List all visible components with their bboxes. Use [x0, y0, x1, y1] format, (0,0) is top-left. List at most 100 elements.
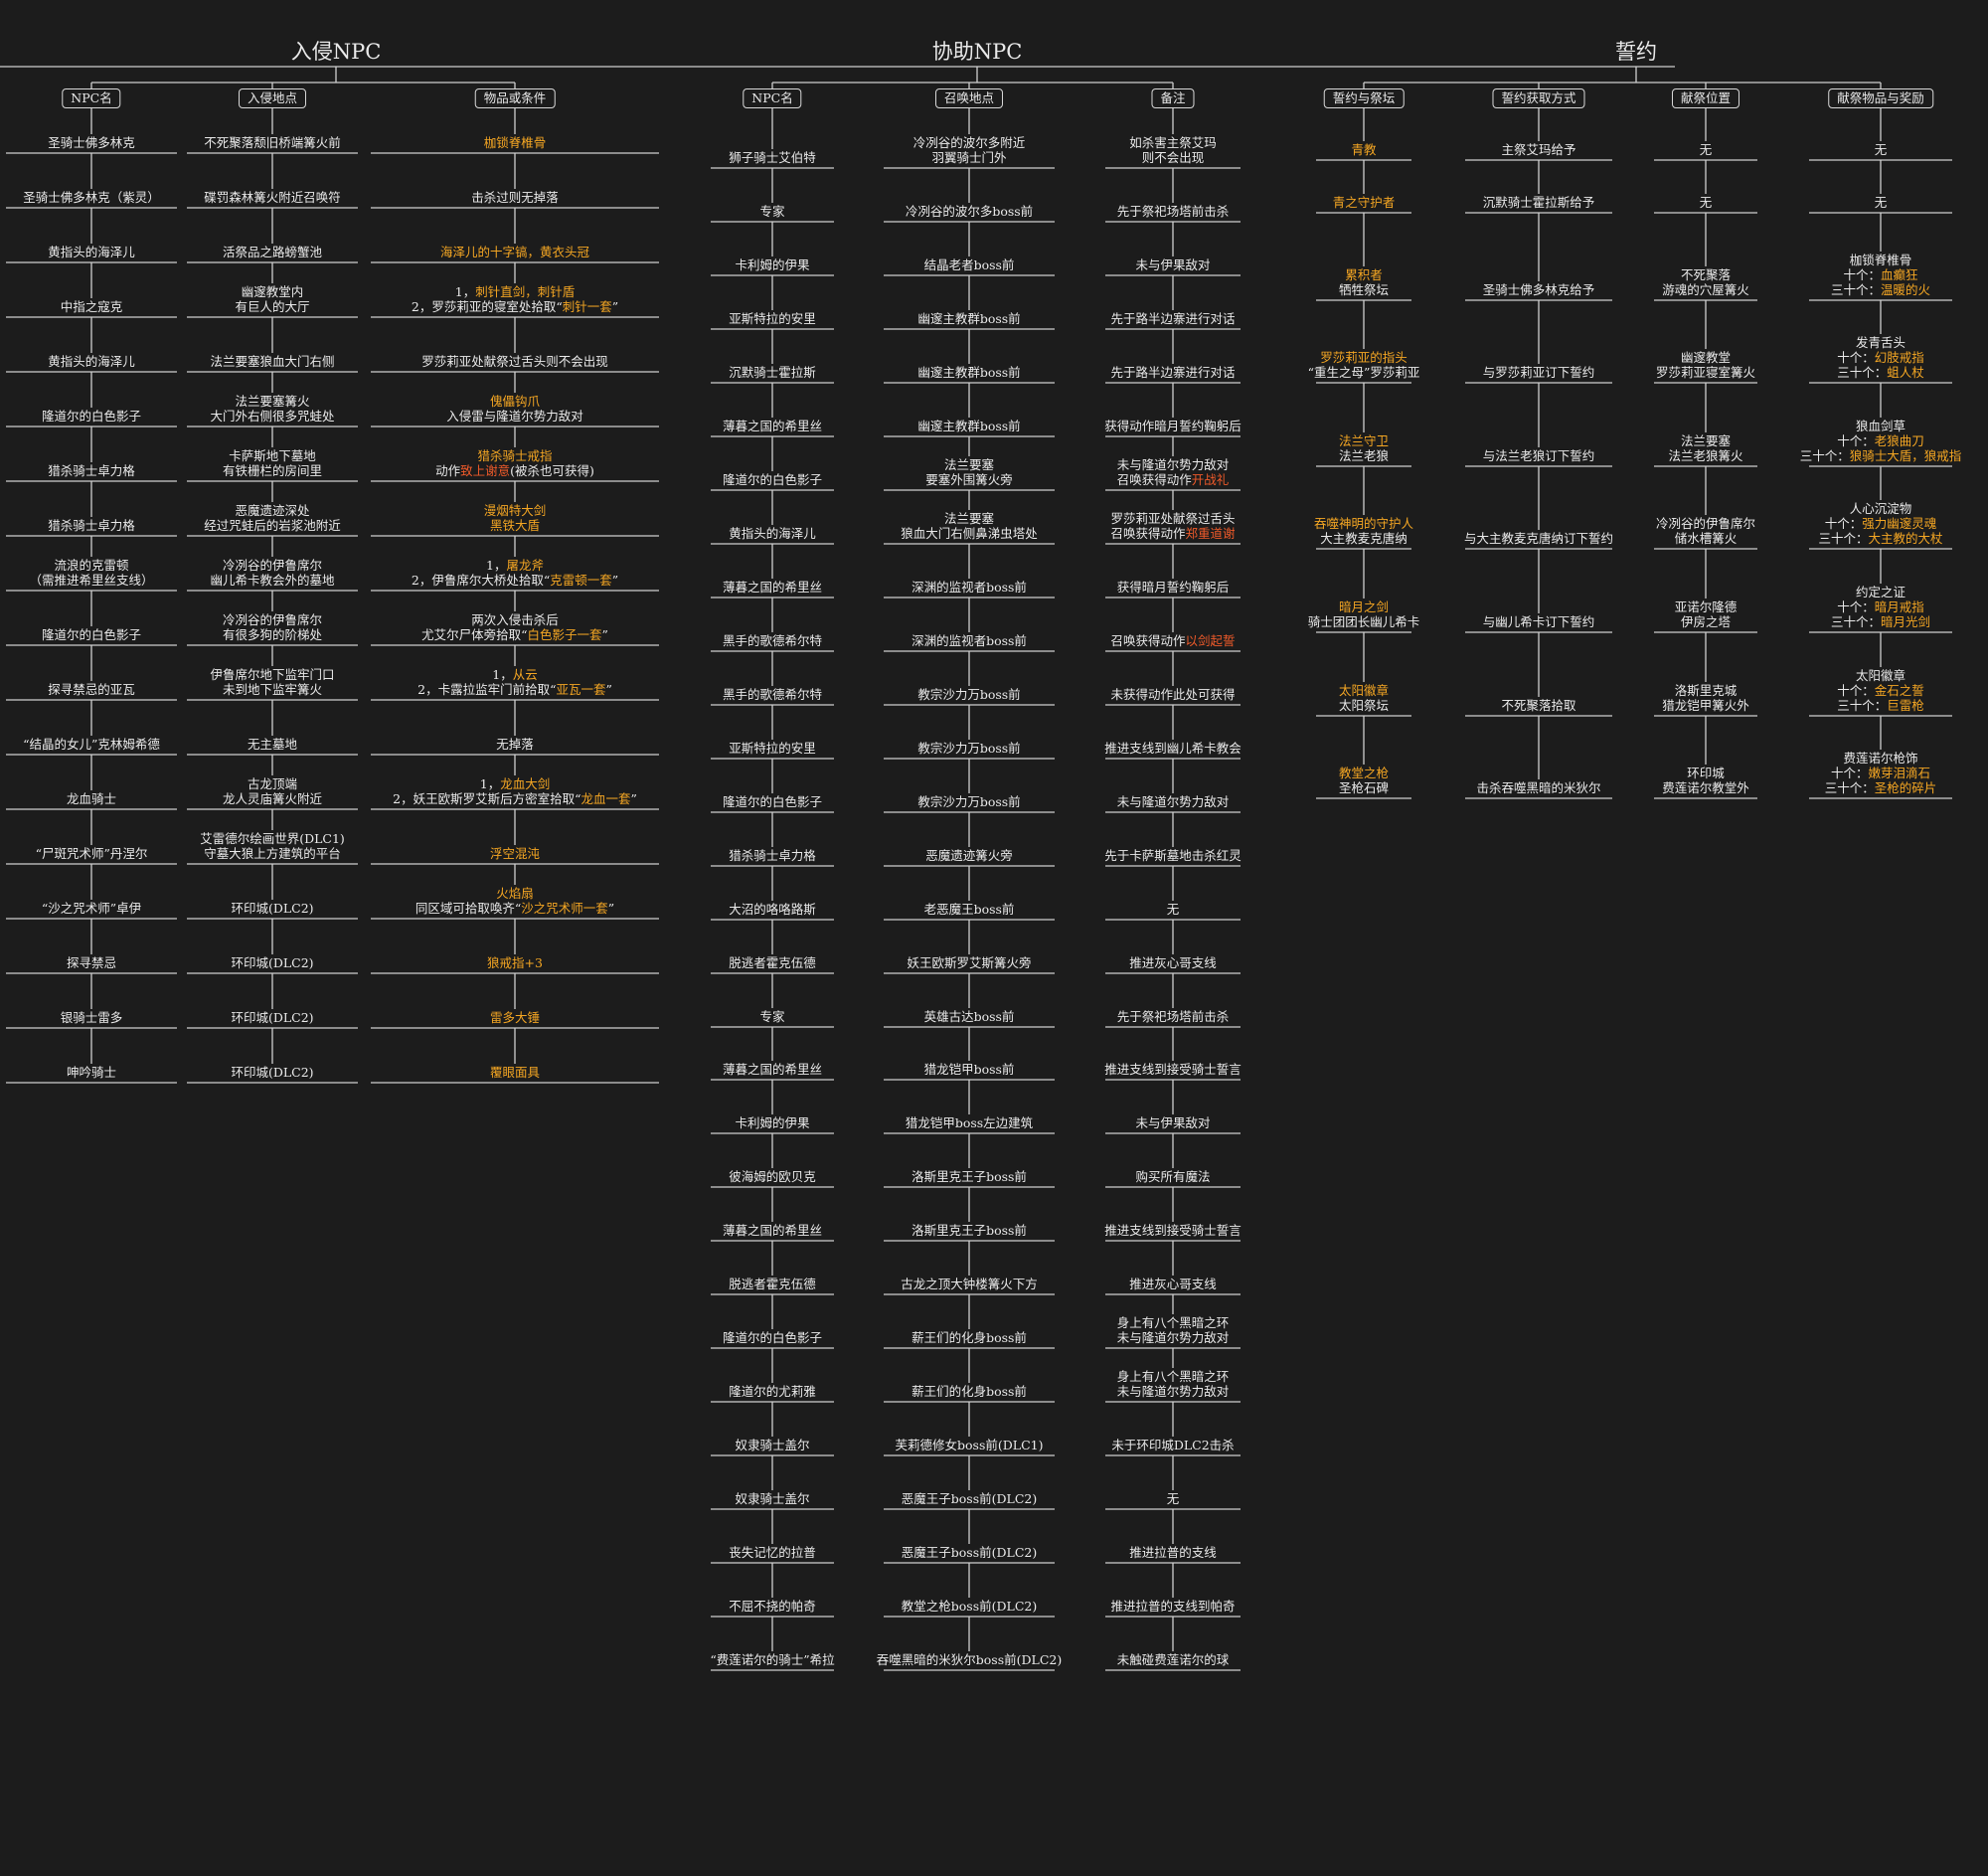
node-text: 1， — [492, 667, 513, 682]
node-text: “费莲诺尔的骑士”希拉 — [710, 1652, 835, 1667]
node-text: 身上有八个黑暗之环 未与隆道尔势力敌对 — [1116, 1315, 1230, 1345]
node-text: 隆道尔的白色影子 — [41, 409, 142, 424]
node-text: 深渊的监视者boss前 — [911, 580, 1027, 595]
tree-node: 海泽儿的十字镐，黄衣头冠 — [436, 245, 593, 261]
node-text: 银骑士雷多 — [60, 1010, 123, 1025]
column-header: 献祭位置 — [1671, 88, 1740, 108]
tree-node: 老恶魔王boss前 — [920, 902, 1019, 919]
node-text: 猎杀骑士卓力格 — [729, 848, 816, 863]
tree-node: 探寻禁忌 — [63, 955, 120, 972]
node-text: 薄暮之国的希里丝 — [722, 1062, 823, 1077]
tree-node: 隆道尔的白色影子 — [719, 1330, 826, 1347]
tree-node: 无 — [1163, 902, 1184, 919]
tree-node: 教宗沙力万boss前 — [913, 741, 1024, 758]
highlight-item-text: 幻肢戒指 — [1874, 350, 1924, 365]
node-text: 与大主教麦克唐纳订下誓约 — [1463, 531, 1614, 546]
node-text: 幽邃教堂 罗莎莉亚寝室篝火 — [1655, 350, 1756, 380]
highlight-item-text: 暗月戒指 — [1874, 599, 1924, 614]
node-text: (被杀也可获得) — [510, 463, 594, 478]
tree-node: 深渊的监视者boss前 — [908, 580, 1031, 597]
tree-node: 法兰守卫 法兰老狼 — [1335, 433, 1393, 465]
node-text: 冷冽谷的伊鲁席尔 储水槽篝火 — [1655, 516, 1756, 546]
column-header: 入侵地点 — [238, 88, 307, 108]
node-text: 恶魔遗迹深处 经过咒蛙后的岩浆池附近 — [204, 503, 341, 533]
highlight-item-text: 龙血大剑 — [500, 776, 551, 791]
tree-node: 薪王们的化身boss前 — [908, 1330, 1031, 1347]
node-text: “尸斑咒术师”丹涅尔 — [35, 846, 148, 861]
node-text: 获得动作暗月誓约鞠躬后 — [1104, 419, 1242, 433]
tree-node: 未与伊果敌对 — [1131, 257, 1214, 274]
tree-node: 薄暮之国的希里丝 — [719, 419, 826, 435]
node-text: 古龙顶端 龙人灵庙篝火附近 — [222, 776, 323, 806]
tree-node: “尸斑咒术师”丹涅尔 — [32, 846, 152, 863]
tree-node: 奴隶骑士盖尔 — [731, 1491, 813, 1508]
node-text: 薄暮之国的希里丝 — [722, 419, 823, 433]
tree-node: 环印城(DLC2) — [227, 901, 317, 918]
node-text: ” — [601, 627, 608, 642]
tree-node: 冷冽谷的伊鲁席尔 幽儿希卡教会外的墓地 — [206, 558, 338, 590]
node-text: 推进拉普的支线 — [1129, 1545, 1217, 1560]
node-text: 隆道尔的尤莉雅 — [729, 1384, 816, 1399]
tree-node: 猎杀骑士卓力格 — [44, 518, 139, 535]
tree-node: 洛斯里克王子boss前 — [908, 1169, 1031, 1186]
section-title: 入侵NPC — [290, 40, 382, 64]
tree-node: 枷锁脊椎骨 — [480, 135, 551, 152]
node-text: 薪王们的化身boss前 — [911, 1330, 1027, 1345]
highlight-item-text: 巨雷枪 — [1887, 698, 1924, 713]
tree-node: 狼戒指+3 — [483, 955, 547, 972]
node-text: 法兰要塞篝火 大门外右侧很多咒蛙处 — [210, 394, 335, 424]
node-text: 法兰要塞 要塞外围篝火旁 — [925, 457, 1013, 487]
tree-node: 大沼的咯咯路斯 — [725, 902, 820, 919]
tree-node: 法兰要塞 要塞外围篝火旁 — [921, 457, 1017, 489]
node-text: 主祭艾玛给予 — [1501, 142, 1576, 157]
tree-node: 先于卡萨斯墓地击杀红灵 — [1100, 848, 1245, 865]
tree-node: 法兰要塞 法兰老狼篝火 — [1664, 433, 1746, 465]
node-text: 奴隶骑士盖尔 — [735, 1438, 810, 1452]
tree-node: 专家 — [755, 1009, 788, 1026]
node-text: 幽邃主教群boss前 — [917, 311, 1021, 326]
tree-node: 漫烟特大剑 黑铁大盾 — [480, 503, 551, 535]
tree-node: 不死聚落 游魂的穴屋篝火 — [1658, 267, 1753, 299]
tree-node: 狮子骑士艾伯特 — [725, 150, 820, 167]
node-text: 探寻禁忌 — [66, 955, 117, 970]
tree-node: 覆眼面具 — [486, 1065, 544, 1082]
tree-node: 丧失记忆的拉普 — [725, 1545, 820, 1562]
node-text: 教宗沙力万boss前 — [917, 687, 1021, 702]
node-text: 恶魔王子boss前(DLC2) — [901, 1545, 1038, 1560]
node-text: 无 — [1699, 142, 1713, 157]
tree-node: 隆道尔的白色影子 — [719, 794, 826, 811]
node-text: 圣骑士佛多林克（紫灵） — [23, 190, 160, 205]
tree-node: 如杀害主祭艾玛 则不会出现 — [1125, 135, 1221, 167]
tree-node: 幽邃主教群boss前 — [913, 419, 1024, 435]
tree-node: 教堂之枪boss前(DLC2) — [898, 1599, 1041, 1616]
highlight-item-text: 大主教的大杖 — [1868, 531, 1943, 546]
tree-node: 探寻禁忌的亚瓦 — [44, 682, 139, 699]
node-text: 专家 — [759, 204, 785, 219]
tree-node: 黑手的歌德希尔特 — [719, 687, 826, 704]
tree-node: 幽邃主教群boss前 — [913, 365, 1024, 382]
highlight-item-text: 猎杀骑士戒指 — [477, 448, 553, 463]
node-text: 推进支线到接受骑士誓言 — [1104, 1062, 1242, 1077]
node-text: 活祭品之路螃蟹池 — [222, 245, 323, 259]
highlight-item-text: 海泽儿的十字镐，黄衣头冠 — [439, 245, 590, 259]
tree-node: 脱逃者霍克伍德 — [725, 955, 820, 972]
node-text: 三十个： — [1837, 698, 1888, 713]
highlight-gesture-text: 开战礼 — [1191, 472, 1230, 487]
node-text: 先于路半边寨进行对话 — [1110, 365, 1236, 380]
node-text: 未与伊果敌对 — [1135, 1115, 1211, 1130]
node-text: 太阳祭坛 — [1338, 698, 1390, 713]
tree-node: 先于路半边寨进行对话 — [1106, 311, 1239, 328]
tree-node: 两次入侵击杀后 尤艾尔尸体旁拾取“白色影子一套” — [417, 612, 612, 644]
tree-node: 不屈不挠的帕奇 — [725, 1599, 820, 1616]
node-text: 2，妖王欧斯罗艾斯后方密室拾取“ — [393, 791, 581, 806]
tree-node: 流浪的克雷顿 （需推进希里丝支线） — [25, 558, 157, 590]
tree-node: 太阳徽章 十个：金石之誓 三十个：巨雷枪 — [1833, 668, 1928, 715]
tree-node: 亚斯特拉的安里 — [725, 741, 820, 758]
node-text: 法兰要塞狼血大门右侧 — [210, 354, 335, 369]
node-text: ” — [611, 299, 619, 314]
tree-node: 卡萨斯地下墓地 有铁栅栏的房间里 — [219, 448, 326, 480]
node-text: 与幽儿希卡订下誓约 — [1482, 614, 1595, 629]
highlight-item-text: 覆眼面具 — [489, 1065, 541, 1080]
tree-node: 未于环印城DLC2击杀 — [1107, 1438, 1238, 1454]
node-text: 环印城 费莲诺尔教堂外 — [1662, 766, 1749, 795]
